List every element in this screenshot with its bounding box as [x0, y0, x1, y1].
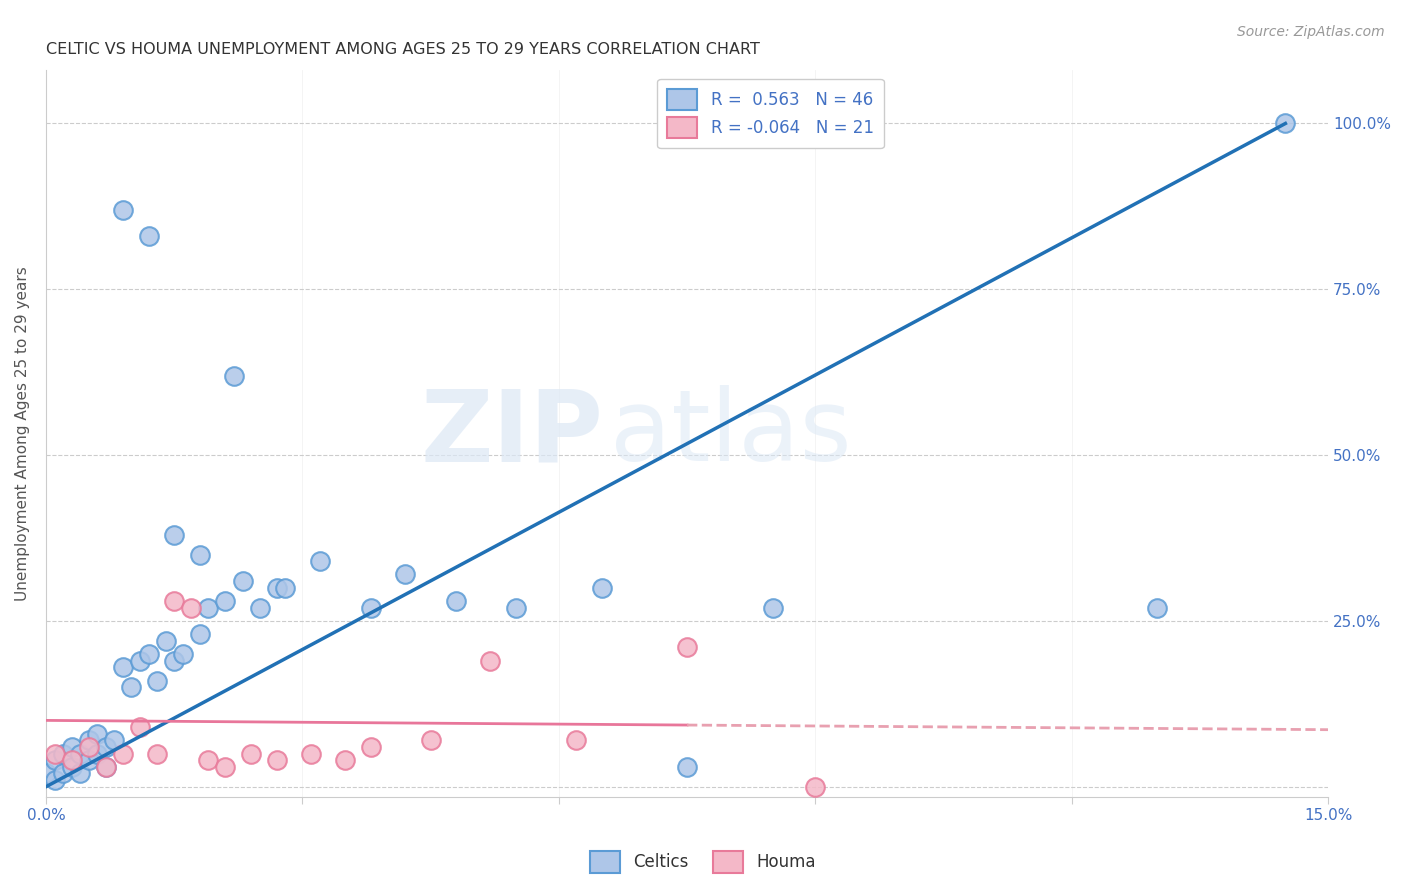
Point	[222, 368, 245, 383]
Point	[266, 581, 288, 595]
Legend: R =  0.563   N = 46, R = -0.064   N = 21: R = 0.563 N = 46, R = -0.064 N = 21	[657, 78, 883, 148]
Point	[69, 747, 91, 761]
Point	[565, 733, 588, 747]
Point	[77, 753, 100, 767]
Point	[60, 753, 83, 767]
Point	[446, 594, 468, 608]
Point	[86, 747, 108, 761]
Point	[77, 739, 100, 754]
Text: atlas: atlas	[610, 385, 852, 482]
Point	[676, 760, 699, 774]
Point	[129, 654, 152, 668]
Point	[94, 739, 117, 754]
Point	[180, 600, 202, 615]
Point	[103, 733, 125, 747]
Point	[360, 739, 382, 754]
Point	[146, 673, 169, 688]
Point	[308, 554, 330, 568]
Point	[419, 733, 441, 747]
Point	[240, 747, 263, 761]
Point	[155, 633, 177, 648]
Point	[86, 726, 108, 740]
Point	[111, 660, 134, 674]
Point	[44, 773, 66, 788]
Point	[77, 733, 100, 747]
Point	[111, 202, 134, 217]
Point	[163, 654, 186, 668]
Point	[52, 766, 75, 780]
Point	[60, 760, 83, 774]
Point	[94, 760, 117, 774]
Point	[333, 753, 356, 767]
Point	[197, 753, 219, 767]
Point	[120, 680, 142, 694]
Point	[761, 600, 783, 615]
Point	[35, 766, 58, 780]
Point	[94, 760, 117, 774]
Point	[69, 766, 91, 780]
Point	[172, 647, 194, 661]
Point	[676, 640, 699, 655]
Point	[188, 548, 211, 562]
Point	[44, 747, 66, 761]
Point	[214, 760, 236, 774]
Text: ZIP: ZIP	[420, 385, 603, 482]
Point	[804, 780, 827, 794]
Point	[214, 594, 236, 608]
Point	[232, 574, 254, 588]
Point	[360, 600, 382, 615]
Point	[44, 753, 66, 767]
Point	[505, 600, 527, 615]
Point	[60, 739, 83, 754]
Point	[1274, 116, 1296, 130]
Point	[163, 527, 186, 541]
Point	[394, 567, 416, 582]
Text: Source: ZipAtlas.com: Source: ZipAtlas.com	[1237, 25, 1385, 39]
Point	[52, 747, 75, 761]
Point	[188, 627, 211, 641]
Point	[138, 647, 160, 661]
Point	[163, 594, 186, 608]
Point	[138, 229, 160, 244]
Y-axis label: Unemployment Among Ages 25 to 29 years: Unemployment Among Ages 25 to 29 years	[15, 266, 30, 601]
Point	[479, 654, 502, 668]
Point	[146, 747, 169, 761]
Point	[591, 581, 613, 595]
Point	[1146, 600, 1168, 615]
Point	[266, 753, 288, 767]
Text: CELTIC VS HOUMA UNEMPLOYMENT AMONG AGES 25 TO 29 YEARS CORRELATION CHART: CELTIC VS HOUMA UNEMPLOYMENT AMONG AGES …	[46, 42, 759, 57]
Point	[274, 581, 297, 595]
Legend: Celtics, Houma: Celtics, Houma	[583, 845, 823, 880]
Point	[197, 600, 219, 615]
Point	[299, 747, 322, 761]
Point	[111, 747, 134, 761]
Point	[129, 720, 152, 734]
Point	[249, 600, 271, 615]
